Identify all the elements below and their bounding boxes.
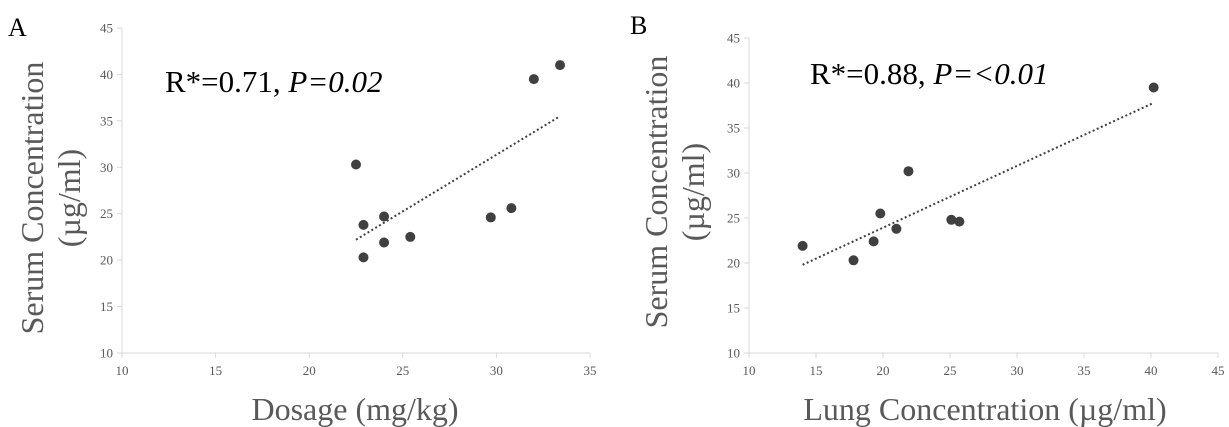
scatter-point [946,214,957,225]
annotation-b: R*=0.88, P=<0.01 [810,56,1048,91]
scatter-point [485,212,496,223]
x-tick-label: 10 [743,363,756,378]
x-tick-label: 45 [1212,363,1225,378]
scatter-point [797,240,808,251]
x-tick-label: 10 [116,363,129,378]
y-tick-label: 40 [100,67,113,82]
x-tick-label: 15 [810,363,823,378]
scatter-point [379,211,390,222]
y-tick-label: 15 [100,299,113,314]
y-tick-label: 10 [727,346,740,361]
scatter-point [1148,82,1159,93]
scatter-point [848,255,859,266]
scatter-point [555,60,566,71]
y-tick-label: 20 [100,253,113,268]
x-tick-label: 15 [209,363,222,378]
annotation-b-p: P=<0.01 [932,56,1048,91]
y-axis-title-b-line1: Serum Concentration [638,56,674,329]
y-axis-title-a-line2: (µg/ml) [51,149,87,247]
chart-panel-a: A R*=0.71, P=0.02 10 15 20 25 30 35 40 45 10 15 20… [8,13,597,427]
scatter-point [903,166,914,177]
y-tick-label: 25 [100,206,113,221]
svg-text:R*=0.71, P=0.02: R*=0.71, P=0.02 [165,64,383,99]
x-tick-label: 20 [877,363,890,378]
x-tick-label: 30 [1011,363,1024,378]
y-tick-label: 40 [727,76,740,91]
x-tick-label: 20 [303,363,316,378]
panel-label-b: B [630,11,647,40]
annotation-a-p: P=0.02 [287,64,382,99]
y-tick-label: 30 [727,166,740,181]
scatter-point [875,208,886,219]
panel-label-a: A [8,13,27,42]
x-tick-label: 40 [1145,363,1158,378]
y-tick-label: 30 [100,160,113,175]
y-tick-label: 10 [100,346,113,361]
annotation-a: R*=0.71, P=0.02 [165,64,383,99]
y-tick-label: 45 [727,31,740,46]
svg-text:R*=0.88, P=<0.01: R*=0.88, P=<0.01 [810,56,1048,91]
scatter-point [379,237,390,248]
scatter-point [891,223,902,234]
y-tick-label: 35 [727,121,740,136]
y-tick-label: 45 [100,21,113,36]
x-axis-title-b: Lung Concentration (µg/ml) [803,391,1166,427]
x-tick-label: 25 [944,363,957,378]
x-tick-label: 30 [490,363,503,378]
trendline-b [802,101,1155,266]
trendline-a [355,115,561,241]
y-tick-label: 25 [727,211,740,226]
y-tick-label: 15 [727,301,740,316]
x-tick-label: 35 [1078,363,1091,378]
scatter-point [506,203,517,214]
y-axis-title-b-line2: (µg/ml) [675,143,711,241]
annotation-a-r: R*=0.71, [165,64,288,99]
scatter-point [528,74,539,85]
y-axis-title-a-line1: Serum Concentration [14,62,50,335]
scatter-point [358,252,369,263]
x-tick-label: 35 [584,363,597,378]
scatter-point [954,216,965,227]
chart-panel-b: B R*=0.88, P=<0.01 10 15 20 25 30 35 40 45 10 15 2… [630,11,1225,427]
y-tick-label: 35 [100,113,113,128]
x-axis-title-a: Dosage (mg/kg) [251,391,458,427]
scatter-point [351,159,361,170]
scatter-point [405,231,416,242]
x-tick-label: 25 [396,363,409,378]
y-tick-label: 20 [727,256,740,271]
annotation-b-r: R*=0.88, [810,56,933,91]
scatter-point [868,236,879,247]
scatter-point [358,219,369,230]
